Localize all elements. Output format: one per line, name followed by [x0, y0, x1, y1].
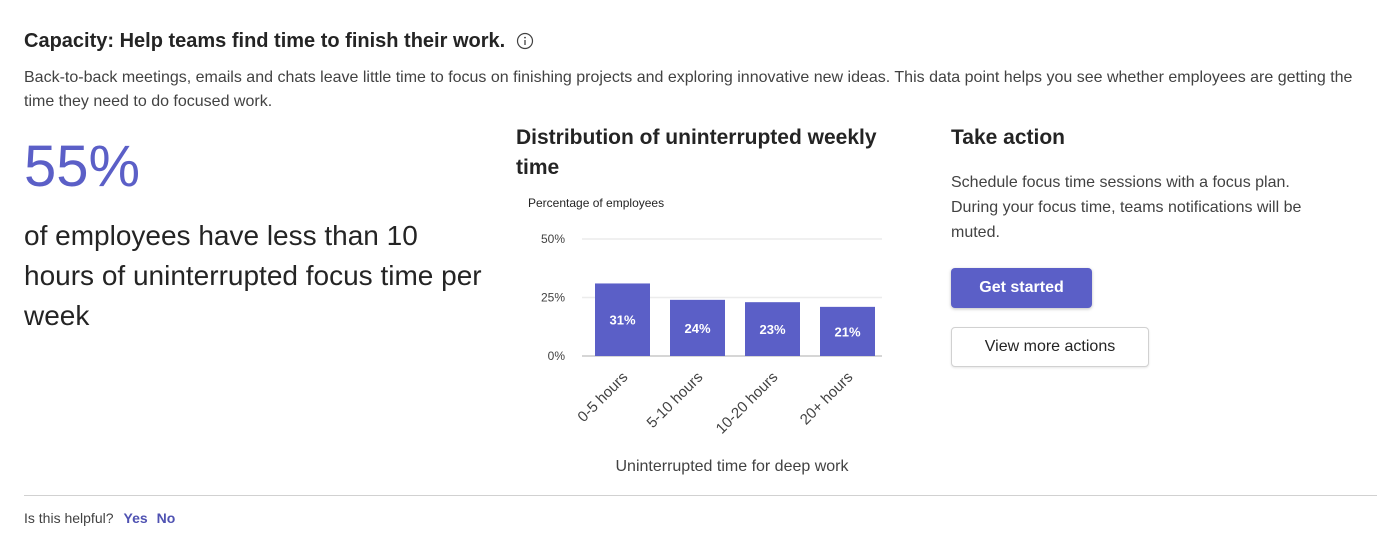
bar-data-label: 24%	[684, 321, 710, 336]
bar	[820, 306, 875, 356]
insight-percentage: 55%	[24, 134, 141, 199]
title-row: Capacity: Help teams find time to finish…	[24, 28, 1369, 54]
view-more-actions-button[interactable]: View more actions	[951, 327, 1149, 367]
y-tick-label: 50%	[541, 232, 565, 246]
x-tick-label: 10-20 hours	[713, 369, 782, 438]
info-icon[interactable]	[516, 32, 534, 50]
x-axis-label: Uninterrupted time for deep work	[616, 458, 850, 475]
bar-data-label: 21%	[834, 324, 860, 339]
feedback-no-link[interactable]: No	[156, 510, 176, 526]
insight-statement: of employees have less than 10 hours of …	[24, 220, 482, 331]
y-tick-label: 25%	[541, 291, 565, 305]
bar-data-label: 23%	[759, 322, 785, 337]
y-axis-label: Percentage of employees	[528, 196, 664, 210]
insight-description: Back-to-back meetings, emails and chats …	[24, 69, 1353, 110]
x-tick-label: 0-5 hours	[574, 369, 631, 426]
bar	[595, 283, 650, 356]
bar-data-label: 31%	[609, 313, 635, 328]
distribution-bar-chart: Percentage of employees 0% 25% 50% 31% 0-5 ho…	[528, 196, 882, 475]
take-action-title: Take action	[951, 126, 1065, 149]
bar	[670, 299, 725, 356]
insight-title: Capacity: Help teams find time to finish…	[24, 29, 506, 52]
x-tick-label: 20+ hours	[797, 369, 856, 428]
y-tick-label: 0%	[548, 349, 566, 363]
take-action-description: Schedule focus time sessions with a focu…	[951, 174, 1302, 241]
feedback-yes-link[interactable]: Yes	[123, 510, 148, 526]
feedback-question: Is this helpful?	[24, 510, 114, 526]
insight-header: Capacity: Help teams find time to finish…	[24, 28, 1369, 114]
bar	[745, 302, 800, 356]
divider	[24, 495, 1377, 496]
x-tick-label: 5-10 hours	[644, 369, 707, 432]
feedback-row: Is this helpful? Yes No	[24, 510, 175, 526]
chart-title: Distribution of uninterrupted weekly tim…	[516, 126, 877, 179]
get-started-button[interactable]: Get started	[951, 268, 1092, 308]
